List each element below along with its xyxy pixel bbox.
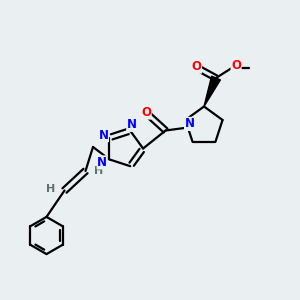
Text: O: O [191,60,202,73]
Text: H: H [94,166,103,176]
Text: N: N [97,156,107,169]
Text: O: O [141,106,151,119]
Text: N: N [127,118,137,131]
Polygon shape [204,76,220,106]
Text: O: O [231,58,241,72]
Text: N: N [184,117,195,130]
Text: N: N [98,129,109,142]
Text: H: H [46,184,56,194]
